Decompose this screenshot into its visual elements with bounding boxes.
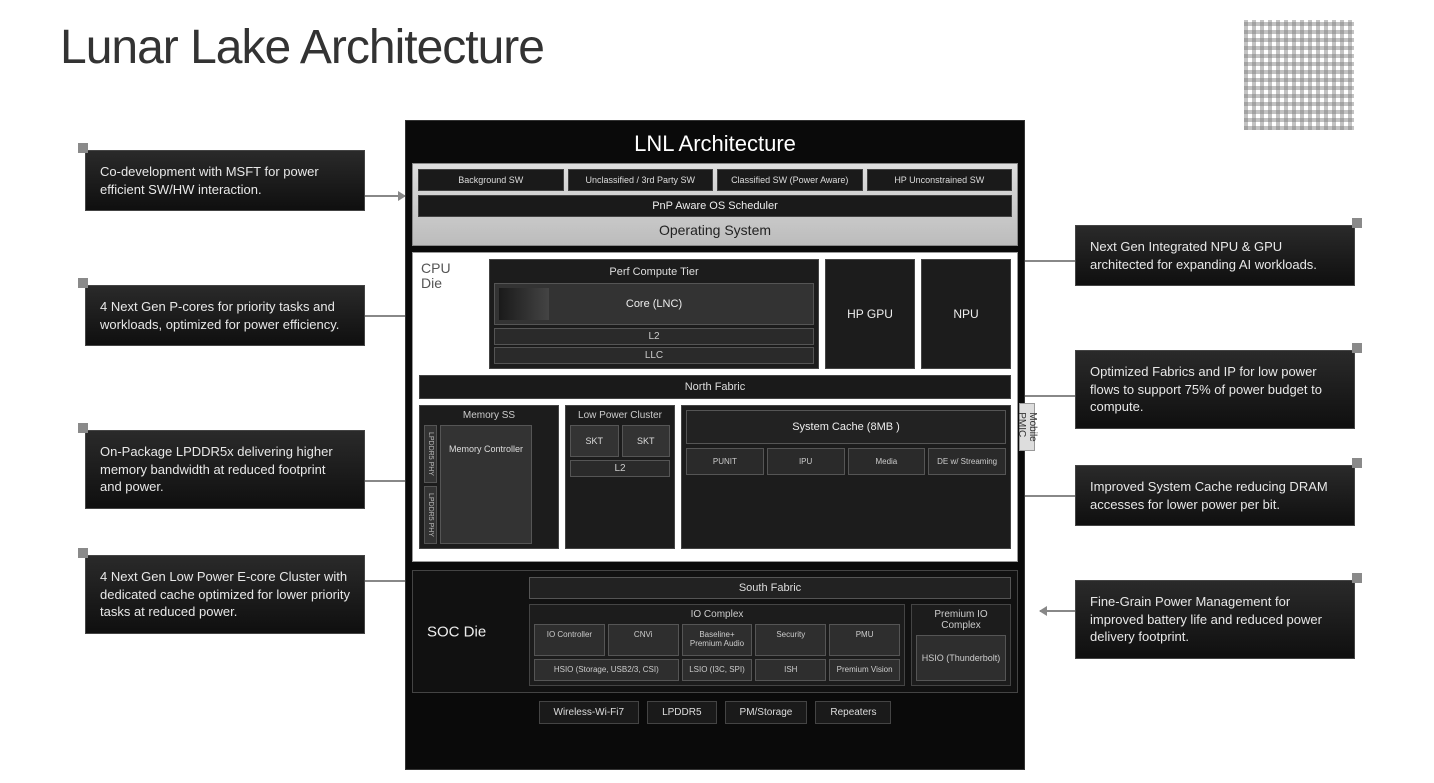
pmu: PMU [829,624,900,656]
lpddr5-phy: LPDDR5 PHY [424,425,437,483]
llc-cache: LLC [494,347,814,364]
lpddr5: LPDDR5 [647,701,716,724]
diagram-title: LNL Architecture [412,127,1018,163]
premium-io-complex: Premium IO Complex HSIO (Thunderbolt) [911,604,1011,686]
os-block: Background SW Unclassified / 3rd Party S… [412,163,1018,246]
perf-tier-title: Perf Compute Tier [494,264,814,283]
premium-vision: Premium Vision [829,659,900,682]
lpc-title: Low Power Cluster [570,410,670,425]
wireless-wifi7: Wireless-Wi-Fi7 [539,701,640,724]
l2-cache: L2 [494,328,814,345]
memory-ss: Memory SS LPDDR5 PHY LPDDR5 PHY Memory C… [419,405,559,549]
io-controller: IO Controller [534,624,605,656]
soc-die-label: SOC Die [427,623,486,640]
callout-ecores: 4 Next Gen Low Power E-core Cluster with… [85,555,365,634]
arrow [365,195,405,197]
system-cache: System Cache (8MB ) [686,410,1006,444]
lnl-architecture-diagram: LNL Architecture Background SW Unclassif… [405,120,1025,770]
ish: ISH [755,659,826,682]
core-lnc: Core (LNC) [494,283,814,325]
de-streaming: DE w/ Streaming [928,448,1006,475]
io-complex: IO Complex IO Controller CNVi Baseline+ … [529,604,905,686]
cpu-die: CPU Die Perf Compute Tier Core (LNC) L2 … [412,252,1018,562]
skt: SKT [570,425,619,457]
repeaters: Repeaters [815,701,891,724]
hsio: HSIO (Storage, USB2/3, CSI) [534,659,679,682]
qr-code [1244,20,1354,130]
lpc-l2: L2 [570,460,670,477]
os-sw-unclassified: Unclassified / 3rd Party SW [568,169,714,191]
io-complex-title: IO Complex [534,609,900,624]
north-fabric: North Fabric [419,375,1011,399]
soc-die: SOC Die South Fabric IO Complex IO Contr… [412,570,1018,693]
punit: PUNIT [686,448,764,475]
pm-storage: PM/Storage [725,701,808,724]
npu: NPU [921,259,1011,369]
low-power-cluster: Low Power Cluster SKT SKT L2 [565,405,675,549]
arrow [1040,610,1075,612]
audio: Baseline+ Premium Audio [682,624,753,656]
callout-power-mgmt: Fine-Grain Power Management for improved… [1075,580,1355,659]
premium-io-title: Premium IO Complex [916,609,1006,635]
callout-msft: Co-development with MSFT for power effic… [85,150,365,211]
mobile-pmic: Mobile PMIC [1019,403,1035,451]
lsio: LSIO (I3C, SPI) [682,659,753,682]
skt: SKT [622,425,671,457]
page-title: Lunar Lake Architecture [60,20,544,75]
security: Security [755,624,826,656]
cnvi: CNVi [608,624,679,656]
callout-fabrics: Optimized Fabrics and IP for low power f… [1075,350,1355,429]
cpu-die-label: CPU Die [421,261,471,292]
os-sw-classified: Classified SW (Power Aware) [717,169,863,191]
callout-pcores: 4 Next Gen P-cores for priority tasks an… [85,285,365,346]
system-cache-wrap: System Cache (8MB ) PUNIT IPU Media DE w… [681,405,1011,549]
os-sw-hp: HP Unconstrained SW [867,169,1013,191]
media: Media [848,448,926,475]
callout-npu-gpu: Next Gen Integrated NPU & GPU architecte… [1075,225,1355,286]
memory-controller: Memory Controller [440,425,532,544]
callout-lpddr5x: On-Package LPDDR5x delivering higher mem… [85,430,365,509]
os-scheduler: PnP Aware OS Scheduler [418,195,1012,217]
lpddr5-phy: LPDDR5 PHY [424,486,437,544]
south-fabric: South Fabric [529,577,1011,599]
memory-ss-title: Memory SS [424,410,554,425]
hsio-thunderbolt: HSIO (Thunderbolt) [916,635,1006,681]
pmic-label: Mobile PMIC [1016,412,1038,441]
ipu: IPU [767,448,845,475]
os-sw-background: Background SW [418,169,564,191]
os-label: Operating System [418,220,1012,240]
hp-gpu: HP GPU [825,259,915,369]
callout-syscache: Improved System Cache reducing DRAM acce… [1075,465,1355,526]
